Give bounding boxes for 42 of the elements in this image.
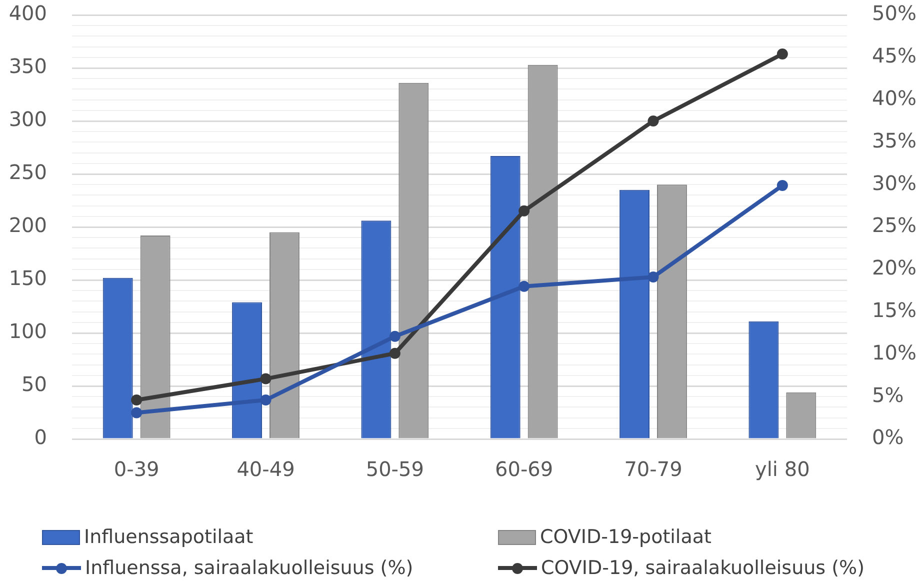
x-tick-label: 50-59: [366, 457, 424, 482]
y2-tick-label: 45%: [872, 44, 916, 68]
y2-tick-label: 40%: [872, 86, 916, 110]
point: [389, 330, 400, 342]
y2-tick-label: 0%: [872, 425, 904, 450]
x-tick-label: 70-79: [624, 457, 682, 482]
y-tick-label: 200: [8, 213, 47, 238]
y2-tick-label: 30%: [872, 170, 916, 195]
legend-label: Influenssa, sairaalakuolleisuus (%): [85, 557, 414, 579]
point: [260, 394, 272, 406]
point: [648, 116, 659, 126]
y2-tick-label: 35%: [872, 128, 916, 152]
point: [389, 348, 400, 359]
legend-label: COVID-19, sairaalakuolleisuus (%): [541, 557, 864, 579]
point: [648, 272, 659, 283]
y-tick-label: 400: [8, 1, 47, 26]
y2-tick-label: 5%: [872, 382, 904, 407]
x-tick-label: 0-39: [114, 457, 160, 482]
y2-tick-label: 10%: [872, 340, 916, 364]
y-tick-label: 50: [22, 372, 47, 396]
point: [518, 280, 530, 292]
legend-label: Influenssapotilaat: [84, 526, 254, 548]
y-tick-label: 150: [8, 266, 47, 290]
x-tick-label: yli 80: [755, 457, 810, 482]
y2-tick-label: 25%: [872, 213, 916, 238]
point: [131, 407, 142, 418]
y-tick-label: 300: [8, 107, 47, 132]
point: [260, 373, 272, 384]
point: [776, 180, 788, 191]
y2-tick-label: 50%: [872, 1, 916, 26]
x-tick-label: 60-69: [495, 457, 554, 482]
y-tick-label: 250: [8, 160, 47, 184]
y-tick-label: 350: [8, 54, 47, 78]
point: [131, 394, 142, 406]
y2-tick-label: 15%: [872, 298, 916, 322]
y-tick-label: 0: [34, 425, 47, 450]
point: [518, 205, 530, 216]
x-tick-label: 40-49: [236, 457, 295, 482]
point: [776, 48, 788, 60]
y2-tick-label: 20%: [872, 256, 916, 280]
legend-label: COVID-19-potilaat: [540, 526, 712, 548]
y-tick-label: 100: [8, 319, 47, 344]
